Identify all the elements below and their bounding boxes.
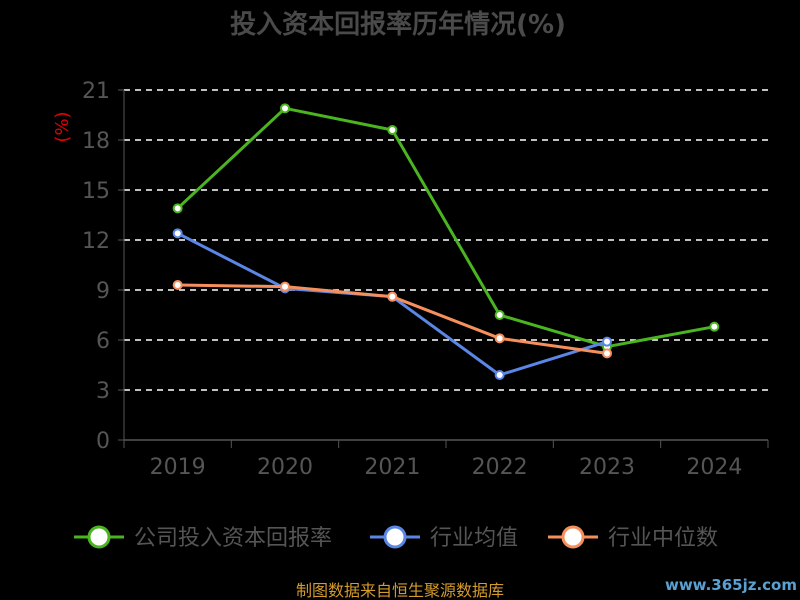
data-point[interactable] [602,348,612,359]
data-point[interactable] [709,321,720,332]
data-point[interactable] [172,228,183,239]
y-axis: 0 3 6 9 12 15 18 21 [82,79,125,454]
watermark-text: www.365jz.com [665,576,797,594]
x-tick-label: 2024 [686,455,742,480]
y-tick-label: 12 [82,229,110,254]
y-tick-label: 6 [96,329,110,354]
data-point[interactable] [494,310,505,320]
data-point[interactable] [494,370,505,380]
data-point[interactable] [494,333,505,344]
y-tick-label: 0 [96,429,110,454]
grid-lines [124,89,768,391]
series-0 [172,103,720,352]
legend-swatch-marker [561,525,585,549]
legend-swatch-marker [87,525,111,549]
y-tick-label: 9 [96,279,110,304]
legend-swatch-marker [383,525,407,549]
data-source-note: 制图数据来自恒生聚源数据库 [296,581,504,600]
legend-item[interactable]: 行业中位数 [548,525,718,551]
data-point[interactable] [387,125,398,135]
series-line [176,231,608,377]
data-point[interactable] [280,281,290,292]
x-tick-label: 2021 [364,455,420,480]
data-point[interactable] [172,280,183,290]
series-1 [172,228,612,380]
legend-label: 公司投入资本回报率 [134,526,332,551]
data-point[interactable] [602,336,612,347]
data-point[interactable] [387,291,398,302]
legend-label: 行业均值 [430,526,518,551]
legend-item[interactable]: 行业均值 [370,525,518,551]
chart-title: 投入资本回报率历年情况(%) [230,9,566,40]
series-2 [172,280,612,359]
y-tick-label: 15 [82,179,110,204]
x-axis: 2019 2020 2021 2022 2023 2024 [123,439,769,480]
legend-item[interactable]: 公司投入资本回报率 [74,525,332,551]
legend: 公司投入资本回报率 行业均值 行业中位数 [74,525,718,551]
x-tick-label: 2023 [579,455,635,480]
y-tick-label: 18 [82,129,110,154]
data-point[interactable] [172,203,183,214]
series-layer [172,103,720,380]
legend-label: 行业中位数 [608,526,718,551]
y-tick-label: 21 [82,79,110,104]
y-tick-label: 3 [96,379,110,404]
x-tick-label: 2022 [472,455,528,480]
data-point[interactable] [280,103,290,114]
y-axis-label: (%) [52,111,73,142]
x-tick-label: 2020 [257,455,313,480]
series-line [176,106,715,349]
x-tick-label: 2019 [150,455,206,480]
